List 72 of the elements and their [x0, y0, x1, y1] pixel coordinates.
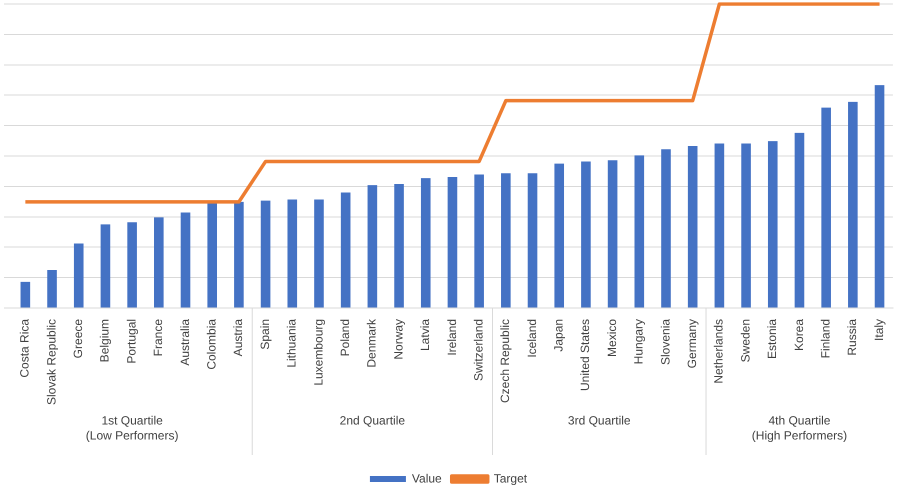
bar [394, 184, 404, 308]
x-tick-label: Belgium [98, 318, 112, 362]
x-tick-label: Sweden [738, 318, 752, 362]
bar [368, 185, 378, 308]
x-tick-label: Korea [792, 318, 806, 351]
x-tick-label: Greece [71, 318, 86, 358]
bar [581, 161, 591, 308]
x-tick-label: Ireland [444, 318, 459, 356]
bar [47, 270, 57, 308]
bar [608, 160, 618, 308]
x-tick-label: Australia [178, 318, 192, 366]
bar [741, 144, 751, 308]
x-tick-label: Poland [338, 318, 352, 356]
bar [154, 217, 164, 308]
bar [688, 146, 698, 308]
x-tick-label: Austria [231, 318, 246, 356]
bar [554, 164, 564, 308]
x-tick-label: Hungary [632, 318, 646, 364]
bar [74, 244, 84, 308]
x-tick-label: Japan [552, 318, 566, 352]
x-tick-label: United States [578, 318, 592, 391]
x-tick-label: Italy [872, 318, 886, 341]
legend-label: Value [412, 471, 442, 486]
x-tick-label: France [151, 318, 166, 356]
x-tick-label: Switzerland [471, 318, 486, 381]
bar [848, 102, 858, 308]
bar [634, 155, 644, 308]
bar [234, 202, 244, 308]
x-tick-label: Germany [684, 318, 699, 368]
text: 3rd Quartile [568, 413, 631, 428]
bar [714, 144, 724, 308]
bar [20, 282, 30, 308]
x-tick-label: Portugal [124, 318, 138, 364]
bar [207, 203, 218, 308]
bar [340, 192, 350, 308]
bar [874, 85, 884, 308]
bar [501, 173, 511, 308]
x-tick-label: Iceland [524, 318, 539, 358]
bar [260, 200, 270, 308]
bar [661, 149, 671, 308]
x-tick-label: Latvia [418, 318, 432, 351]
bar [420, 178, 431, 308]
x-tick-label: Spain [258, 318, 272, 350]
x-tick-label: Colombia [204, 318, 219, 370]
x-tick-label: Estonia [765, 318, 780, 359]
bar [768, 141, 778, 308]
x-tick-label: Russia [845, 318, 860, 356]
bar [180, 212, 190, 308]
x-tick-label: Mexico [604, 318, 619, 357]
bar [821, 108, 831, 308]
legend-label: Target [494, 471, 528, 486]
bar [794, 132, 804, 308]
bar [100, 224, 110, 308]
bar [474, 174, 484, 308]
x-tick-label: Slovak Republic [44, 318, 58, 405]
x-tick-label: Norway [391, 318, 406, 360]
x-tick-label: Slovenia [658, 318, 672, 365]
x-tick-label: Denmark [364, 318, 379, 368]
x-tick-label: Finland [818, 318, 832, 358]
x-tick-label: Netherlands [712, 318, 726, 384]
bar [528, 173, 538, 308]
bar [287, 199, 298, 308]
x-tick-label: Luxembourg [311, 318, 326, 386]
x-tick-label: Czech Republic [498, 318, 512, 403]
bar [448, 176, 458, 308]
text: 1st Quartile (Low Performers) [86, 413, 178, 442]
x-tick-label: Costa Rica [18, 318, 32, 378]
text: 2nd Quartile [340, 413, 406, 428]
x-tick-label: Lithuania [284, 318, 299, 368]
text: 4th Quartile (High Performers) [752, 413, 848, 442]
bar [127, 222, 137, 308]
bar [314, 199, 324, 308]
